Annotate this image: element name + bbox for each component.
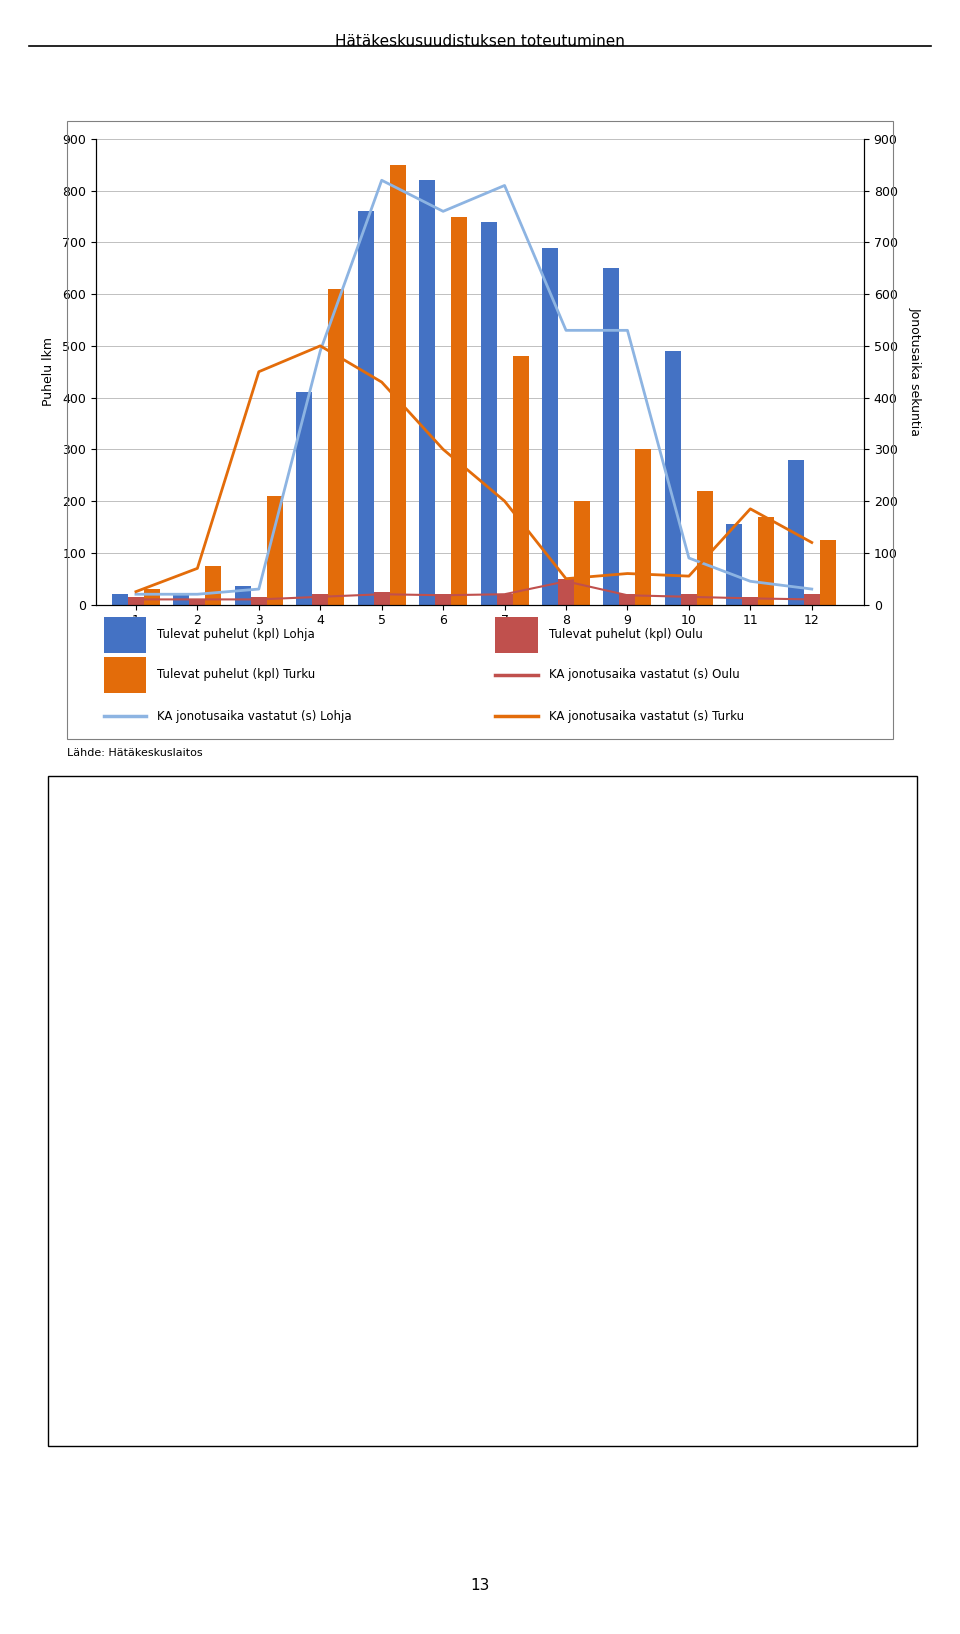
Bar [312,595,328,605]
Bar [144,590,160,605]
Bar [435,595,451,605]
Bar [636,449,652,605]
Bar [758,516,775,605]
Bar [727,525,742,605]
Text: KA jonotusaika vastatut (s) Oulu: KA jonotusaika vastatut (s) Oulu [549,668,740,681]
Bar [681,595,697,605]
Text: Tulevat puhelut (kpl) Lohja: Tulevat puhelut (kpl) Lohja [157,629,315,642]
Bar [267,497,283,605]
Bar [804,595,820,605]
Text: Arviointiryhmä kiinnitti huomiota seuraaviin näkökohtiin:: Arviointiryhmä kiinnitti huomiota seuraa… [66,807,516,822]
Bar [820,539,836,605]
Bar [174,595,189,605]
Bar [104,618,146,652]
Text: Pelastustoimen, poliisin ja sosiaali- ja terveystoimen johtokeskustoimintaa on k: Pelastustoimen, poliisin ja sosiaali- ja… [66,1150,662,1232]
Bar [542,248,558,605]
Bar [513,356,529,605]
Y-axis label: Puhelu lkm: Puhelu lkm [42,337,56,407]
Bar [481,222,496,605]
Y-axis label: Jonotusaika sekuntia: Jonotusaika sekuntia [909,307,922,436]
Bar [496,595,513,605]
Bar [358,211,373,605]
Bar [235,587,251,605]
Bar [251,596,267,605]
Bar [742,596,758,605]
Bar [189,600,205,605]
Text: Viranomaisten välisiä tietoliikenneyhteyksä on kehitettävä ja siihen liittyen mm: Viranomaisten välisiä tietoliikenneyhtey… [66,1069,652,1098]
Bar [788,459,804,605]
Bar [420,180,435,605]
Text: Tulevat puhelut (kpl) Oulu: Tulevat puhelut (kpl) Oulu [549,629,703,642]
Text: KA jonotusaika vastatut (s) Lohja: KA jonotusaika vastatut (s) Lohja [157,709,352,722]
Bar [665,351,681,605]
Bar [451,216,468,605]
Bar [373,592,390,605]
Bar [328,289,345,605]
Text: KA jonotusaika vastatut (s) Turku: KA jonotusaika vastatut (s) Turku [549,709,744,722]
Bar [390,165,406,605]
Text: Vuonna 2016 käytössä oleva valtakunnallinen hätäkeskustietojärjestelmä mahdollis: Vuonna 2016 käytössä oleva valtakunnalli… [66,873,686,954]
Bar [297,392,312,605]
Text: Lähde: Hätäkeskuslaitos: Lähde: Hätäkeskuslaitos [67,748,203,758]
Bar [574,502,590,605]
Text: Tulevat puhelut (kpl) Turku: Tulevat puhelut (kpl) Turku [157,668,316,681]
Bar [558,578,574,605]
Bar [112,595,128,605]
Bar [697,490,713,605]
Text: 13: 13 [470,1578,490,1593]
Text: Hätäkeskusuudistuksen toteutuminen: Hätäkeskusuudistuksen toteutuminen [335,34,625,49]
Bar [604,268,619,605]
Bar [205,565,222,605]
Bar [495,618,538,652]
Bar [104,657,146,693]
Bar [128,596,144,605]
Bar [619,595,636,605]
